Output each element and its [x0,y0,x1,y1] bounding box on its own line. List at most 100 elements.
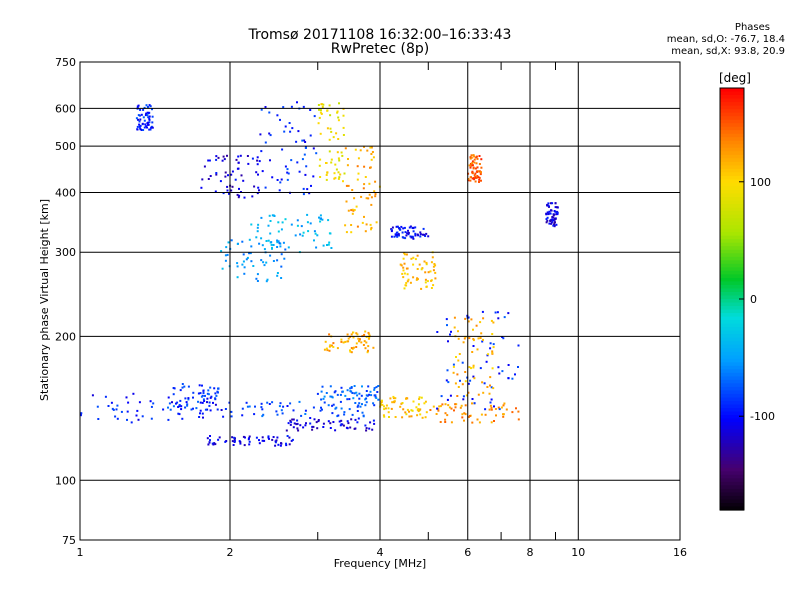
data-point [437,409,440,412]
data-point [365,429,368,432]
data-point [473,402,476,405]
data-point [393,235,396,238]
colorbar-segment [720,221,744,226]
colorbar-segment [720,379,744,384]
data-point [404,237,407,240]
data-point [327,404,330,407]
colorbar-segment [720,175,744,181]
colorbar-segment [720,337,744,342]
data-point [421,416,424,419]
data-point [461,383,464,386]
data-point [467,382,470,385]
data-point [489,347,492,350]
data-point [330,158,333,161]
colorbar-segment [720,218,744,223]
data-point [450,421,453,424]
data-point [405,397,408,400]
y-tick-label: 200 [55,330,76,343]
data-point [255,236,258,239]
data-point [321,385,324,388]
data-point [383,408,386,411]
data-point [449,394,452,397]
data-point [416,254,419,257]
data-point [423,402,426,405]
data-point [296,427,299,430]
data-point [107,405,110,407]
data-point [260,237,263,240]
data-point [416,278,419,281]
data-point [227,174,229,177]
data-point [427,235,430,238]
data-point [328,333,331,336]
data-point [447,340,449,343]
data-point [417,408,420,411]
data-point [503,316,506,319]
data-point [224,254,227,257]
data-point [349,390,352,393]
colorbar-segment [720,295,744,300]
data-point [289,402,292,405]
data-point [464,371,467,373]
data-point [260,402,263,405]
data-point [202,416,204,419]
data-point [243,272,246,275]
data-point [374,180,377,183]
data-point [312,175,315,178]
data-point [484,408,487,411]
data-point [517,410,520,413]
data-point [399,263,402,266]
data-point [381,399,383,402]
data-point [215,155,218,158]
data-point [368,182,371,185]
data-point [495,414,497,417]
data-point [375,221,378,224]
data-point [204,408,207,411]
data-point [179,389,182,392]
data-point [313,230,316,233]
data-point [412,400,415,403]
data-point [198,416,201,418]
data-point [462,395,465,398]
data-point [468,337,471,340]
colorbar-segment [720,260,744,265]
data-point [314,232,317,235]
data-point [287,172,290,175]
data-point [250,223,253,226]
data-point [288,122,291,124]
data-point [226,185,229,188]
data-point [549,212,552,215]
data-point [265,240,268,242]
data-point [162,408,165,411]
data-point [280,253,283,256]
data-point [237,242,239,245]
data-point [395,225,398,228]
data-point [214,443,217,446]
data-point [115,408,118,411]
colorbar-segment [720,344,744,349]
data-point [264,106,267,108]
data-point [367,345,370,348]
data-point [201,401,204,404]
data-point [172,393,175,396]
colorbar-segment [720,450,744,455]
data-point [472,338,475,340]
data-point [345,184,348,187]
data-point [135,117,138,120]
data-point [289,419,292,422]
data-point [253,185,256,188]
data-point [214,190,217,193]
data-point [300,225,303,228]
data-point [151,115,154,118]
data-point [184,406,187,409]
data-point [432,265,435,268]
data-point [242,260,245,263]
data-point [350,418,353,421]
colorbar-segment [720,98,744,103]
colorbar-segment [720,485,744,490]
data-point [234,178,237,181]
data-point [344,224,347,227]
data-point [414,232,417,235]
data-point [422,233,424,236]
data-point [295,423,298,426]
